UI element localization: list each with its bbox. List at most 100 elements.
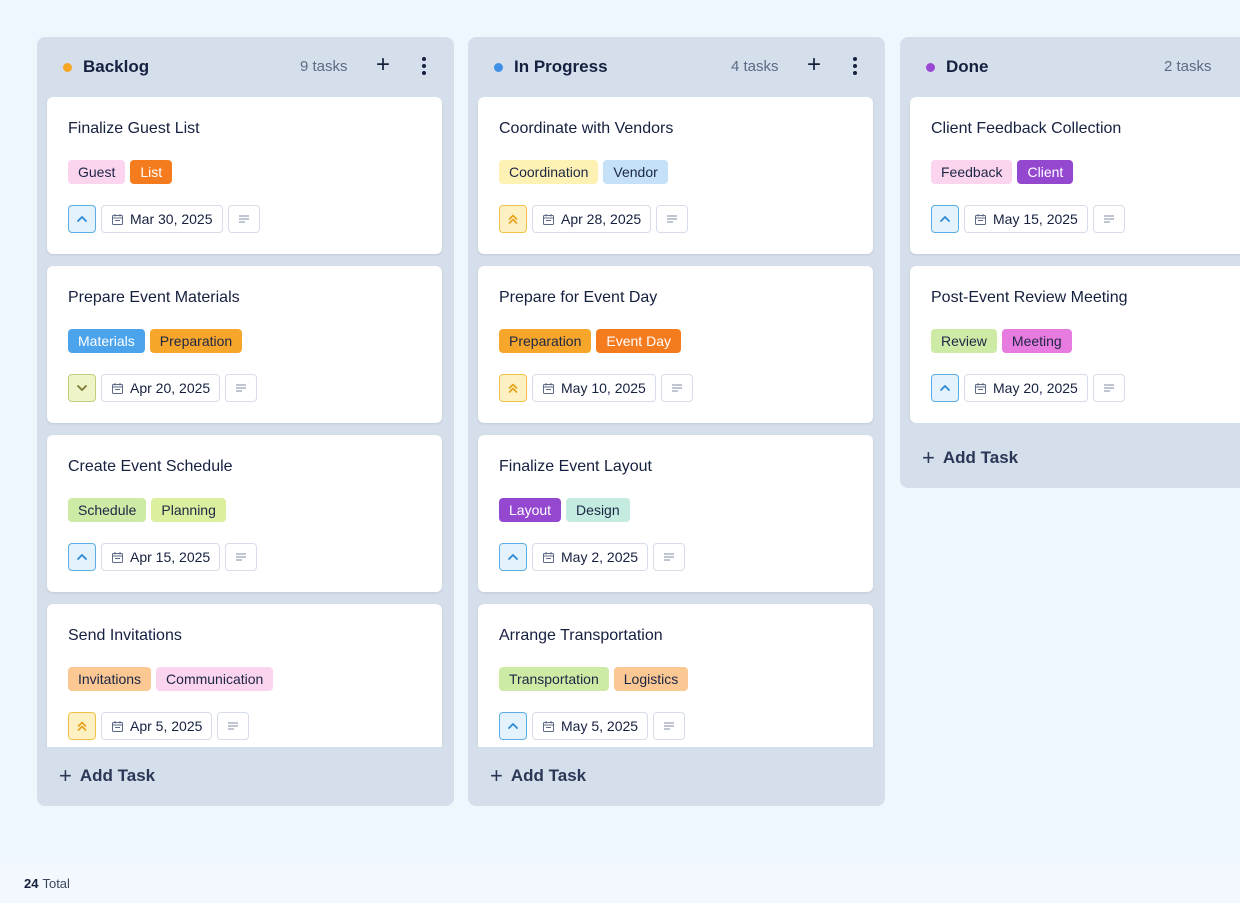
status-footer: 24 Total — [0, 863, 1240, 903]
add-icon[interactable]: + — [806, 51, 821, 78]
tag-list: Transportation Logistics — [499, 667, 689, 691]
due-date-chip[interactable]: May 2, 2025 — [532, 543, 649, 571]
plus-icon: + — [490, 763, 503, 788]
task-card[interactable]: Client Feedback Collection Feedback Clie… — [910, 97, 1240, 254]
calendar-icon — [112, 720, 123, 732]
task-card[interactable]: Create Event Schedule Schedule Planning … — [47, 435, 442, 592]
status-dot — [494, 63, 503, 72]
card-list: Finalize Guest List Guest List Mar 30, 2… — [37, 97, 454, 747]
task-count: 2 tasks — [1164, 58, 1212, 75]
add-task-label: Add Task — [79, 766, 156, 785]
due-date: May 2, 2025 — [561, 549, 639, 565]
tag-list: Schedule Planning — [68, 498, 226, 522]
tag-list: Review Meeting — [931, 329, 1072, 353]
tag: Guest — [68, 160, 126, 184]
add-task-button[interactable]: + Add Task — [59, 764, 155, 788]
task-title: Finalize Event Layout — [499, 458, 652, 475]
card-footer: May 10, 2025 — [499, 374, 693, 402]
add-task-label: Add Task — [510, 766, 587, 785]
tag-list: Guest List — [68, 160, 173, 184]
more-vertical-icon[interactable] — [419, 56, 429, 78]
description-icon[interactable] — [1092, 374, 1125, 402]
description-icon[interactable] — [217, 712, 250, 740]
add-task-button[interactable]: + Add Task — [490, 764, 586, 788]
tag: Event Day — [596, 329, 681, 353]
task-card[interactable]: Post-Event Review Meeting Review Meeting… — [910, 266, 1240, 423]
due-date-chip[interactable]: Apr 20, 2025 — [101, 374, 221, 402]
column-in-progress: In Progress 4 tasks + Coordinate with Ve… — [468, 37, 885, 806]
task-title: Coordinate with Vendors — [499, 120, 674, 137]
card-footer: Apr 5, 2025 — [68, 712, 250, 740]
tag: List — [130, 160, 173, 184]
description-icon[interactable] — [653, 543, 686, 571]
card-footer: May 5, 2025 — [499, 712, 686, 740]
calendar-icon — [975, 213, 986, 225]
priority-up-icon[interactable] — [931, 374, 959, 402]
more-vertical-icon[interactable] — [850, 56, 860, 78]
tag: Coordination — [499, 160, 599, 184]
plus-icon: + — [59, 763, 72, 788]
priority-up-icon[interactable] — [931, 205, 959, 233]
due-date-chip[interactable]: May 5, 2025 — [532, 712, 649, 740]
task-card[interactable]: Prepare for Event Day Preparation Event … — [478, 266, 873, 423]
due-date-chip[interactable]: May 15, 2025 — [964, 205, 1088, 233]
add-icon[interactable]: + — [375, 51, 390, 78]
description-icon[interactable] — [656, 205, 689, 233]
task-card[interactable]: Finalize Guest List Guest List Mar 30, 2… — [47, 97, 442, 254]
priority-double-up-icon[interactable] — [499, 205, 527, 233]
task-title: Create Event Schedule — [68, 458, 233, 475]
total-label: Total — [42, 876, 70, 891]
description-icon[interactable] — [660, 374, 693, 402]
tag-list: Layout Design — [499, 498, 630, 522]
task-card[interactable]: Finalize Event Layout Layout Design May … — [478, 435, 873, 592]
description-icon[interactable] — [225, 374, 258, 402]
description-icon[interactable] — [225, 543, 258, 571]
priority-up-icon[interactable] — [68, 543, 96, 571]
due-date: Apr 5, 2025 — [130, 718, 203, 734]
priority-up-icon[interactable] — [68, 205, 96, 233]
total-number: 24 — [24, 876, 39, 891]
column-backlog: Backlog 9 tasks + Finalize Guest List Gu… — [37, 37, 454, 806]
due-date-chip[interactable]: Apr 5, 2025 — [101, 712, 213, 740]
tag-list: Coordination Vendor — [499, 160, 668, 184]
priority-up-icon[interactable] — [499, 543, 527, 571]
description-icon[interactable] — [227, 205, 260, 233]
due-date-chip[interactable]: Mar 30, 2025 — [101, 205, 223, 233]
task-count: 4 tasks — [731, 58, 779, 75]
calendar-icon — [975, 382, 986, 394]
calendar-icon — [543, 720, 554, 732]
description-icon[interactable] — [653, 712, 686, 740]
due-date-chip[interactable]: Apr 28, 2025 — [532, 205, 652, 233]
task-count: 9 tasks — [300, 58, 348, 75]
tag: Logistics — [613, 667, 689, 691]
calendar-icon — [543, 551, 554, 563]
tag: Client — [1017, 160, 1074, 184]
priority-up-icon[interactable] — [499, 712, 527, 740]
priority-double-up-icon[interactable] — [68, 712, 96, 740]
priority-down-icon[interactable] — [68, 374, 96, 402]
column-title: In Progress — [514, 57, 608, 76]
task-card[interactable]: Prepare Event Materials Materials Prepar… — [47, 266, 442, 423]
due-date-chip[interactable]: May 20, 2025 — [964, 374, 1088, 402]
task-card[interactable]: Arrange Transportation Transportation Lo… — [478, 604, 873, 747]
task-title: Arrange Transportation — [499, 627, 663, 644]
task-card[interactable]: Coordinate with Vendors Coordination Ven… — [478, 97, 873, 254]
due-date: May 20, 2025 — [993, 380, 1078, 396]
status-dot — [63, 63, 72, 72]
add-task-button[interactable]: + Add Task — [922, 446, 1018, 470]
add-task-label: Add Task — [942, 448, 1019, 467]
task-card[interactable]: Send Invitations Invitations Communicati… — [47, 604, 442, 747]
total-count: 24 Total — [24, 876, 70, 892]
task-title: Prepare for Event Day — [499, 289, 658, 306]
tag-list: Feedback Client — [931, 160, 1074, 184]
tag: Feedback — [931, 160, 1013, 184]
calendar-icon — [112, 213, 123, 225]
due-date-chip[interactable]: May 10, 2025 — [532, 374, 656, 402]
task-title: Client Feedback Collection — [931, 120, 1122, 137]
tag: Materials — [68, 329, 145, 353]
description-icon[interactable] — [1092, 205, 1125, 233]
due-date-chip[interactable]: Apr 15, 2025 — [101, 543, 221, 571]
tag: Planning — [151, 498, 226, 522]
priority-double-up-icon[interactable] — [499, 374, 527, 402]
card-footer: Mar 30, 2025 — [68, 205, 260, 233]
